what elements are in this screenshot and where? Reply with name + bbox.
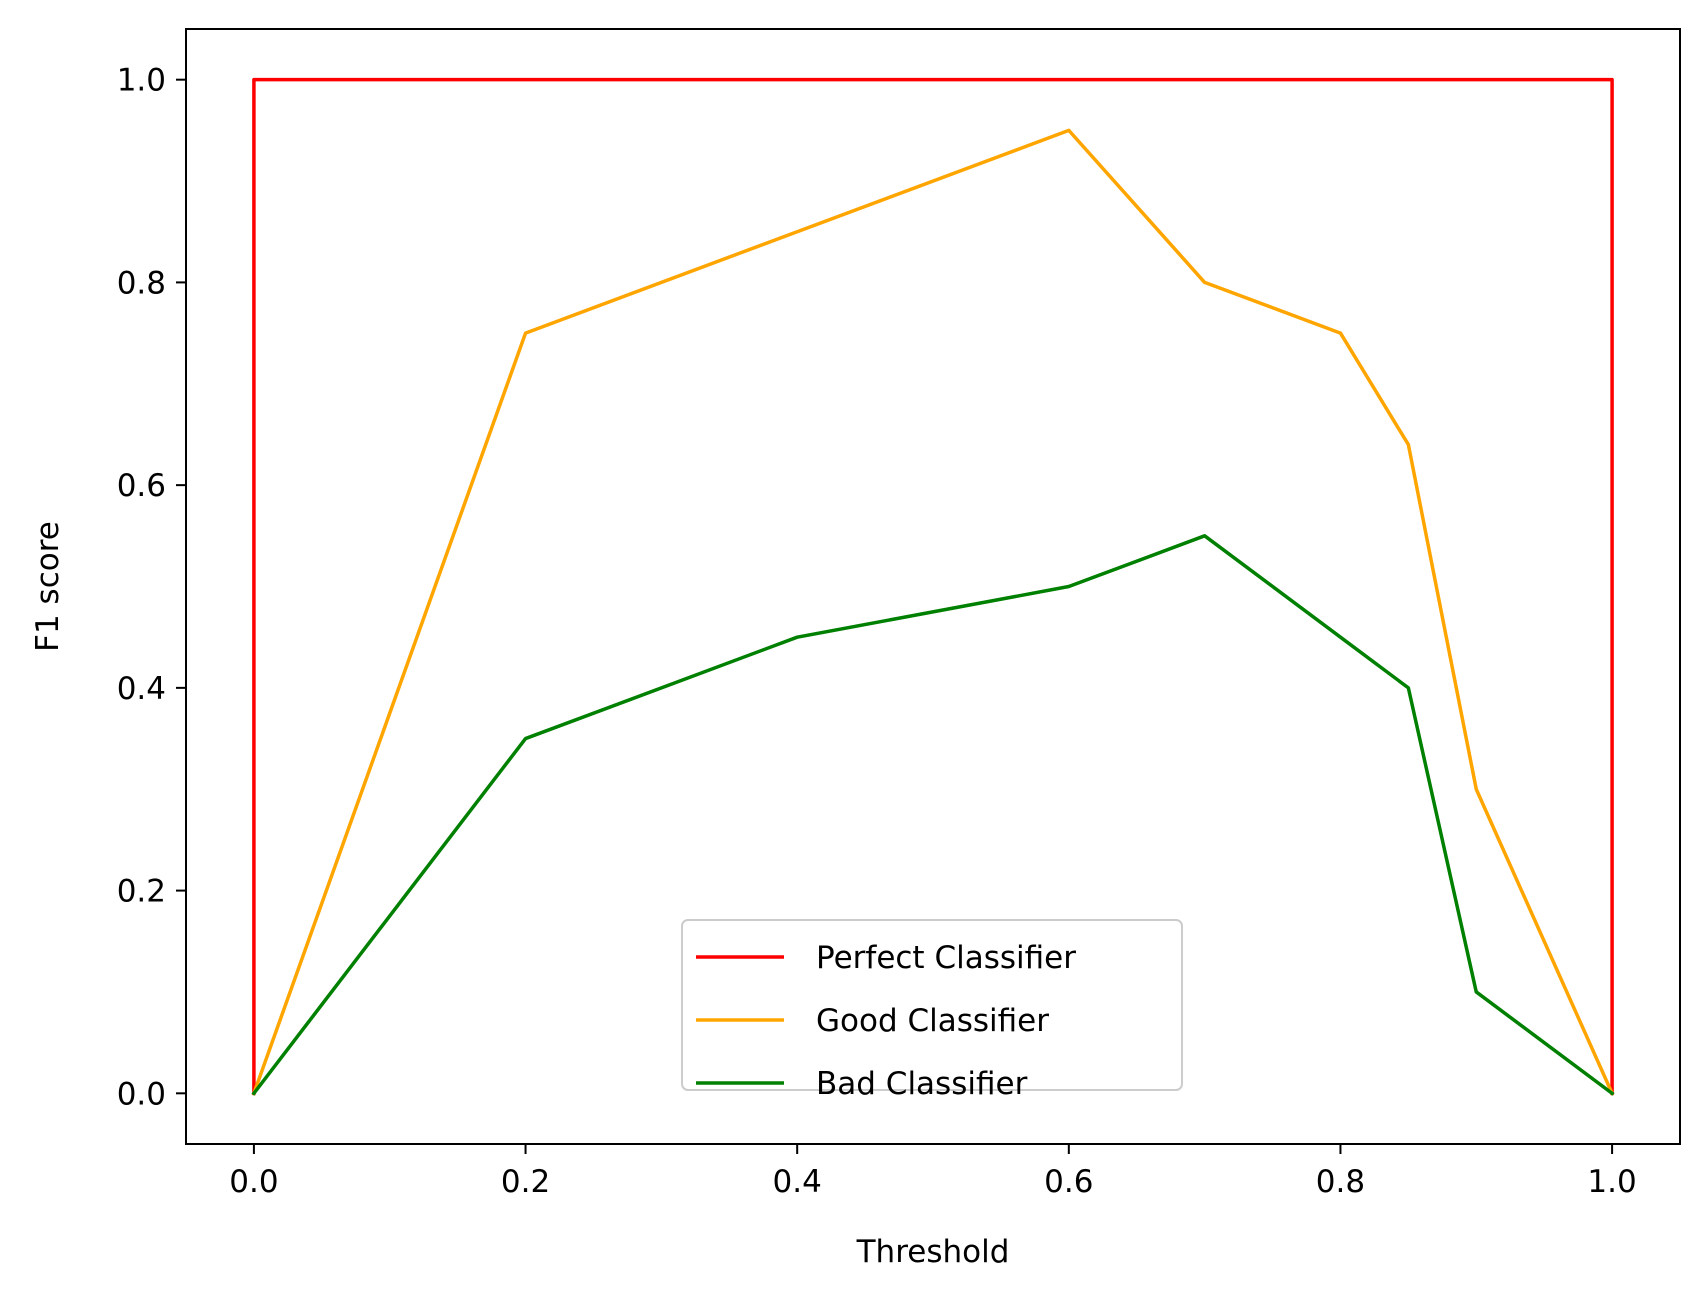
series-line-3 xyxy=(251,534,1615,1096)
series-line-2 xyxy=(251,128,1615,1096)
x-tick-label: 1.0 xyxy=(1587,1164,1636,1200)
y-tick-label: 0.0 xyxy=(117,1076,166,1112)
x-tick-label: 0.2 xyxy=(501,1164,550,1200)
plot-area-frame xyxy=(185,28,1681,1145)
legend-label-3: Bad Classifier xyxy=(816,1066,1028,1102)
x-tick-label: 0.0 xyxy=(229,1164,278,1200)
legend-label-2: Good Classifier xyxy=(816,1003,1049,1039)
series-line-1 xyxy=(252,77,1614,1096)
y-tick-label: 0.2 xyxy=(117,874,166,910)
x-tick-label: 0.6 xyxy=(1044,1164,1093,1200)
x-axis-label: Threshold xyxy=(856,1234,1010,1270)
y-tick-label: 0.4 xyxy=(117,671,166,707)
legend-box xyxy=(681,919,1183,1091)
y-axis-ticks: 0.0 0.2 0.4 0.6 0.8 1.0 xyxy=(117,63,186,1112)
y-tick-label: 0.6 xyxy=(117,468,166,504)
x-tick-label: 0.4 xyxy=(773,1164,822,1200)
legend-label-1: Perfect Classifier xyxy=(816,940,1076,976)
series-layer xyxy=(251,77,1615,1096)
x-axis-ticks: 0.0 0.2 0.4 0.6 0.8 1.0 xyxy=(229,1144,1637,1200)
y-axis-label: F1 score xyxy=(30,521,66,652)
y-tick-label: 1.0 xyxy=(117,63,166,99)
legend: Perfect Classifier Good Classifier Bad Cla… xyxy=(681,919,1183,1102)
x-tick-label: 0.8 xyxy=(1316,1164,1365,1200)
y-tick-label: 0.8 xyxy=(117,265,166,301)
